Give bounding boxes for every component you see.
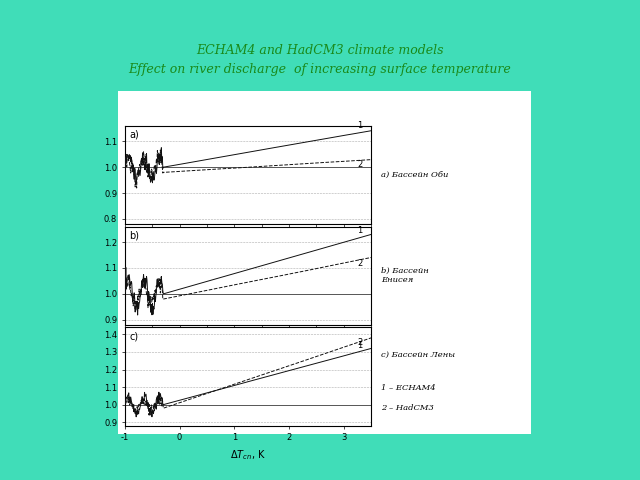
Text: 1 – ECHAM4: 1 – ECHAM4 bbox=[381, 384, 435, 392]
Text: a) Бассейн Оби: a) Бассейн Оби bbox=[381, 171, 448, 179]
Text: 2: 2 bbox=[358, 259, 363, 268]
Text: b): b) bbox=[129, 230, 139, 240]
Text: c): c) bbox=[129, 331, 138, 341]
Text: a): a) bbox=[129, 130, 139, 140]
Text: 2 – HadCM3: 2 – HadCM3 bbox=[381, 404, 434, 412]
Text: Effect on river discharge  of increasing surface temperature: Effect on river discharge of increasing … bbox=[129, 63, 511, 76]
Text: c) Бассейн Лены: c) Бассейн Лены bbox=[381, 351, 455, 359]
Text: ECHAM4 and HadCM3 climate models: ECHAM4 and HadCM3 climate models bbox=[196, 44, 444, 57]
Text: 2: 2 bbox=[358, 338, 363, 348]
Text: 2: 2 bbox=[358, 160, 363, 168]
Text: 1: 1 bbox=[358, 341, 363, 350]
Text: 1: 1 bbox=[358, 121, 363, 131]
X-axis label: $\Delta T_{cn}$, K: $\Delta T_{cn}$, K bbox=[230, 448, 266, 462]
Text: b) Бассейн
Енисея: b) Бассейн Енисея bbox=[381, 267, 429, 284]
Text: 1: 1 bbox=[358, 226, 363, 235]
